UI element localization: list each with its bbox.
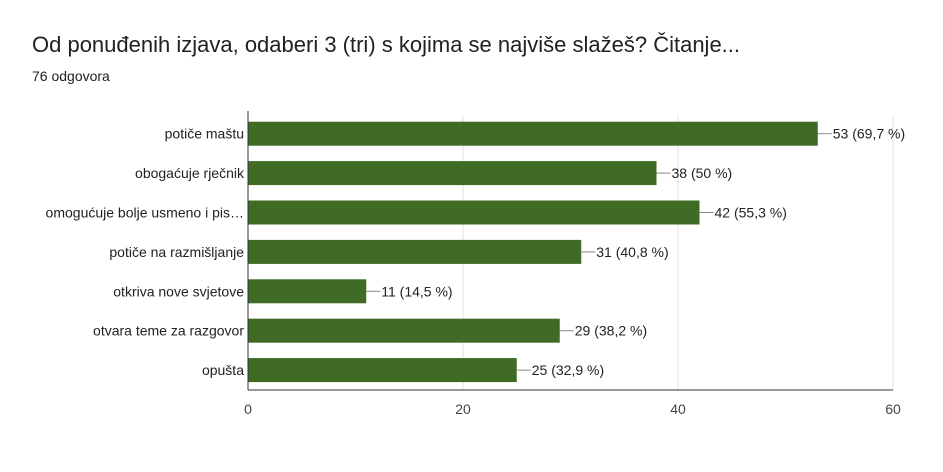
category-label: opušta [202, 362, 244, 378]
bar[interactable] [248, 358, 517, 383]
response-count: 76 odgovora [32, 68, 110, 84]
x-tick-label: 60 [885, 401, 901, 417]
value-label: 29 (38,2 %) [575, 323, 647, 339]
axes [247, 111, 893, 391]
bars [248, 121, 832, 383]
x-tick-label: 40 [670, 401, 686, 417]
category-label: potiče maštu [165, 126, 244, 142]
value-label: 42 (55,3 %) [715, 205, 787, 221]
category-label: obogaćuje rječnik [135, 165, 245, 181]
bar[interactable] [248, 200, 700, 225]
bar[interactable] [248, 279, 367, 304]
x-tick-label: 20 [455, 401, 471, 417]
chart-title: Od ponuđenih izjava, odaberi 3 (tri) s k… [32, 32, 741, 57]
value-label: 25 (32,9 %) [532, 362, 604, 378]
category-label: potiče na razmišljanje [109, 244, 244, 260]
bar[interactable] [248, 161, 657, 186]
bar[interactable] [248, 121, 818, 146]
value-label: 53 (69,7 %) [833, 126, 905, 142]
value-label: 11 (14,5 %) [381, 283, 452, 299]
bar[interactable] [248, 318, 560, 343]
category-label: omogućuje bolje usmeno i pis… [46, 205, 244, 221]
bar[interactable] [248, 239, 582, 264]
labels: 0 20 40 60 53 (69,7 %) potiče maštu 38 (50 %) o… [46, 126, 906, 417]
value-label: 31 (40,8 %) [596, 244, 668, 260]
value-label: 38 (50 %) [672, 165, 733, 181]
category-label: otvara teme za razgovor [93, 323, 244, 339]
x-tick-label: 0 [244, 401, 252, 417]
category-label: otkriva nove svjetove [113, 283, 244, 299]
